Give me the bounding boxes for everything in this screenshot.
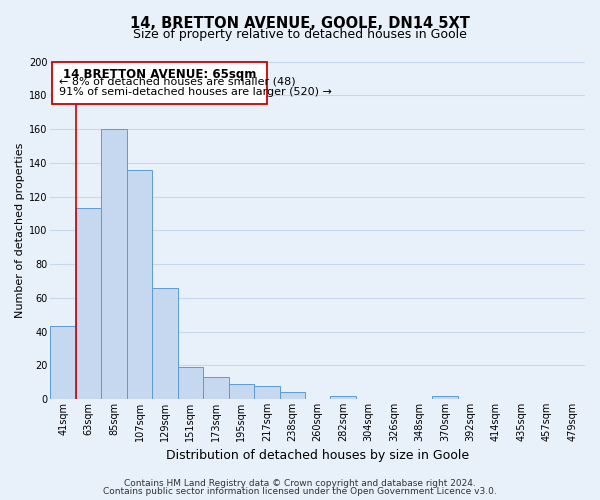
Bar <box>152 288 178 399</box>
Bar <box>432 396 458 399</box>
Bar <box>178 367 203 399</box>
Text: ← 8% of detached houses are smaller (48): ← 8% of detached houses are smaller (48) <box>59 76 296 86</box>
X-axis label: Distribution of detached houses by size in Goole: Distribution of detached houses by size … <box>166 450 469 462</box>
Y-axis label: Number of detached properties: Number of detached properties <box>15 142 25 318</box>
Bar <box>229 384 254 399</box>
Bar <box>76 208 101 399</box>
Text: 14, BRETTON AVENUE, GOOLE, DN14 5XT: 14, BRETTON AVENUE, GOOLE, DN14 5XT <box>130 16 470 31</box>
FancyBboxPatch shape <box>52 62 267 104</box>
Text: 14 BRETTON AVENUE: 65sqm: 14 BRETTON AVENUE: 65sqm <box>62 68 256 82</box>
Bar <box>101 129 127 399</box>
Bar <box>50 326 76 399</box>
Bar <box>203 377 229 399</box>
Text: 91% of semi-detached houses are larger (520) →: 91% of semi-detached houses are larger (… <box>59 87 332 97</box>
Text: Contains public sector information licensed under the Open Government Licence v3: Contains public sector information licen… <box>103 487 497 496</box>
Bar <box>280 392 305 399</box>
Text: Size of property relative to detached houses in Goole: Size of property relative to detached ho… <box>133 28 467 41</box>
Bar <box>127 170 152 399</box>
Text: Contains HM Land Registry data © Crown copyright and database right 2024.: Contains HM Land Registry data © Crown c… <box>124 478 476 488</box>
Bar <box>254 386 280 399</box>
Bar <box>331 396 356 399</box>
